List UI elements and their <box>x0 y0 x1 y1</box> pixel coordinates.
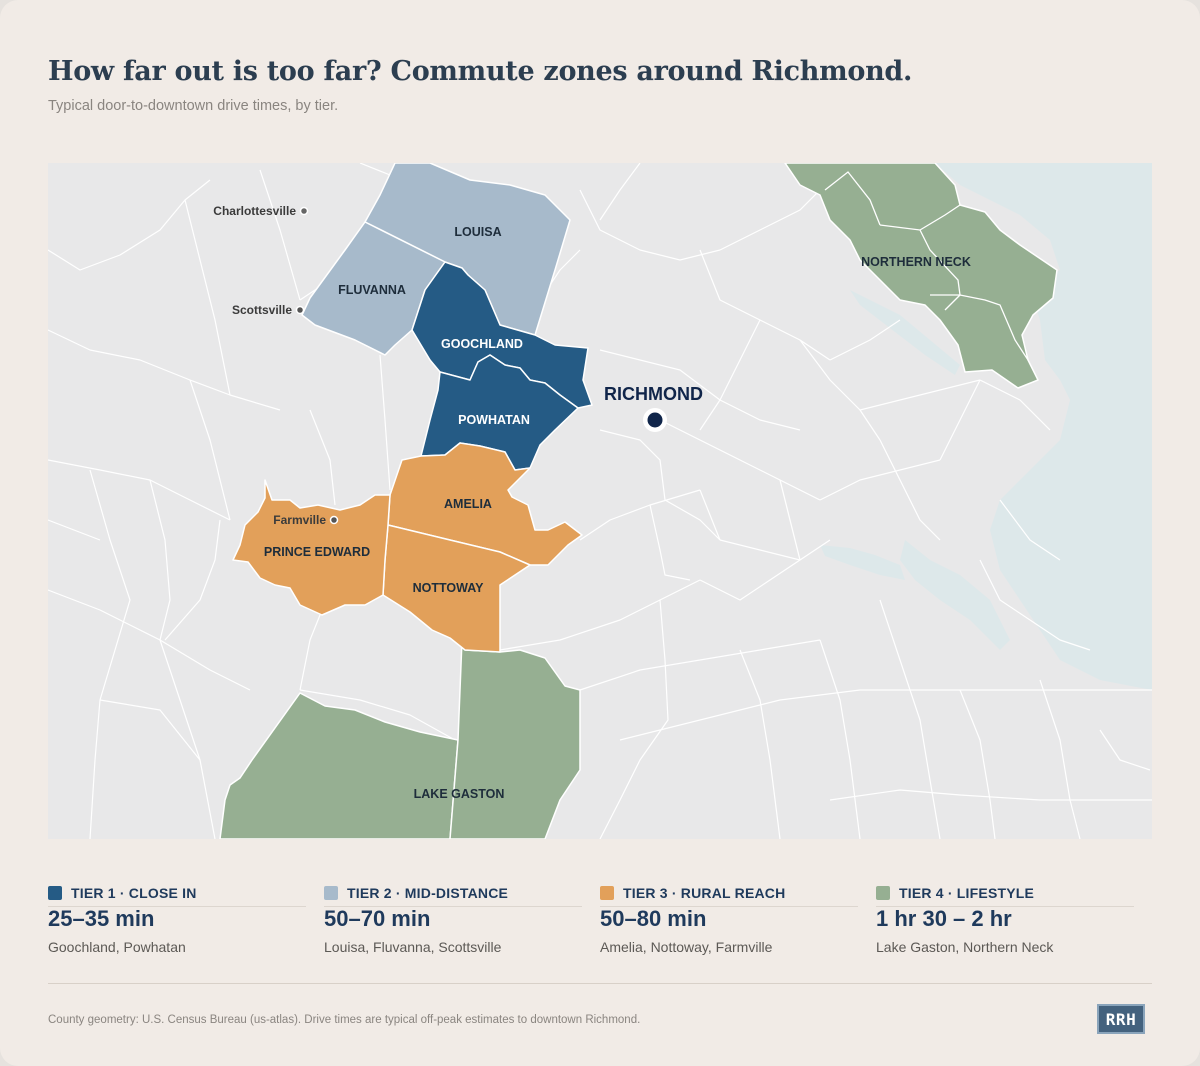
region-prince-edward <box>232 479 391 616</box>
tier-1-swatch <box>48 886 62 900</box>
richmond-label: RICHMOND <box>604 384 703 404</box>
tier-4-name: TIER 4 · LIFESTYLE <box>899 885 1035 901</box>
tier-3-swatch <box>600 886 614 900</box>
label-louisa: LOUISA <box>454 225 501 239</box>
town-label-scottsville: Scottsville <box>232 303 292 317</box>
legend-tier-3: TIER 3 · RURAL REACH 50–80 min Amelia, N… <box>600 884 860 955</box>
label-goochland: GOOCHLAND <box>441 337 523 351</box>
legend-tier-4: TIER 4 · LIFESTYLE 1 hr 30 – 2 hr Lake G… <box>876 884 1136 955</box>
label-northern-neck: NORTHERN NECK <box>861 255 971 269</box>
label-lake-gaston: LAKE GASTON <box>414 787 505 801</box>
label-prince-edward: PRINCE EDWARD <box>264 545 370 559</box>
label-nottoway: NOTTOWAY <box>413 581 485 595</box>
tier-3-name: TIER 3 · RURAL REACH <box>623 885 786 901</box>
tier-4-time: 1 hr 30 – 2 hr <box>876 906 1012 931</box>
tier-3-time: 50–80 min <box>600 906 707 931</box>
label-powhatan: POWHATAN <box>458 413 530 427</box>
tier-2-rule <box>324 906 582 907</box>
tier-2-time: 50–70 min <box>324 906 431 931</box>
tier-3-rule <box>600 906 858 907</box>
town-marker-scottsville <box>295 305 305 315</box>
tier-2-places: Louisa, Fluvanna, Scottsville <box>324 939 502 955</box>
richmond-marker <box>647 412 663 428</box>
page-title: How far out is too far? Commute zones ar… <box>48 56 913 87</box>
legend-tier-1: TIER 1 · CLOSE IN 25–35 min Goochland, P… <box>48 884 308 955</box>
source-footnote: County geometry: U.S. Census Bureau (us-… <box>48 1014 641 1026</box>
tier-3-places: Amelia, Nottoway, Farmville <box>600 939 773 955</box>
county-borders <box>48 163 1152 839</box>
page-subtitle: Typical door-to-downtown drive times, by… <box>48 98 339 114</box>
northern-neck-internal-borders <box>824 171 1029 361</box>
tier-1-rule <box>48 906 306 907</box>
footer-divider <box>48 983 1152 984</box>
tier-1-time: 25–35 min <box>48 906 155 931</box>
tier-1-name: TIER 1 · CLOSE IN <box>71 885 197 901</box>
commute-map: LOUISA FLUVANNA GOOCHLAND POWHATAN AMELI… <box>48 163 1152 839</box>
tier-1-places: Goochland, Powhatan <box>48 939 186 955</box>
tier-4-swatch <box>876 886 890 900</box>
town-label-charlottesville: Charlottesville <box>213 204 296 218</box>
town-label-farmville: Farmville <box>273 513 326 527</box>
label-fluvanna: FLUVANNA <box>338 283 406 297</box>
region-lake-gaston-west <box>219 692 459 839</box>
tier-4-places: Lake Gaston, Northern Neck <box>876 939 1054 955</box>
town-marker-charlottesville <box>299 206 309 216</box>
label-amelia: AMELIA <box>444 497 492 511</box>
tier-2-swatch <box>324 886 338 900</box>
tier-4-rule <box>876 906 1134 907</box>
town-marker-farmville <box>329 515 339 525</box>
region-northern-neck <box>784 163 1058 389</box>
water-bodies <box>820 163 1152 690</box>
tier-2-name: TIER 2 · MID-DISTANCE <box>347 885 509 901</box>
legend-tier-2: TIER 2 · MID-DISTANCE 50–70 min Louisa, … <box>324 884 584 955</box>
brand-logo: RRH <box>1097 1004 1145 1034</box>
tier-legend: TIER 1 · CLOSE IN 25–35 min Goochland, P… <box>48 884 1152 974</box>
